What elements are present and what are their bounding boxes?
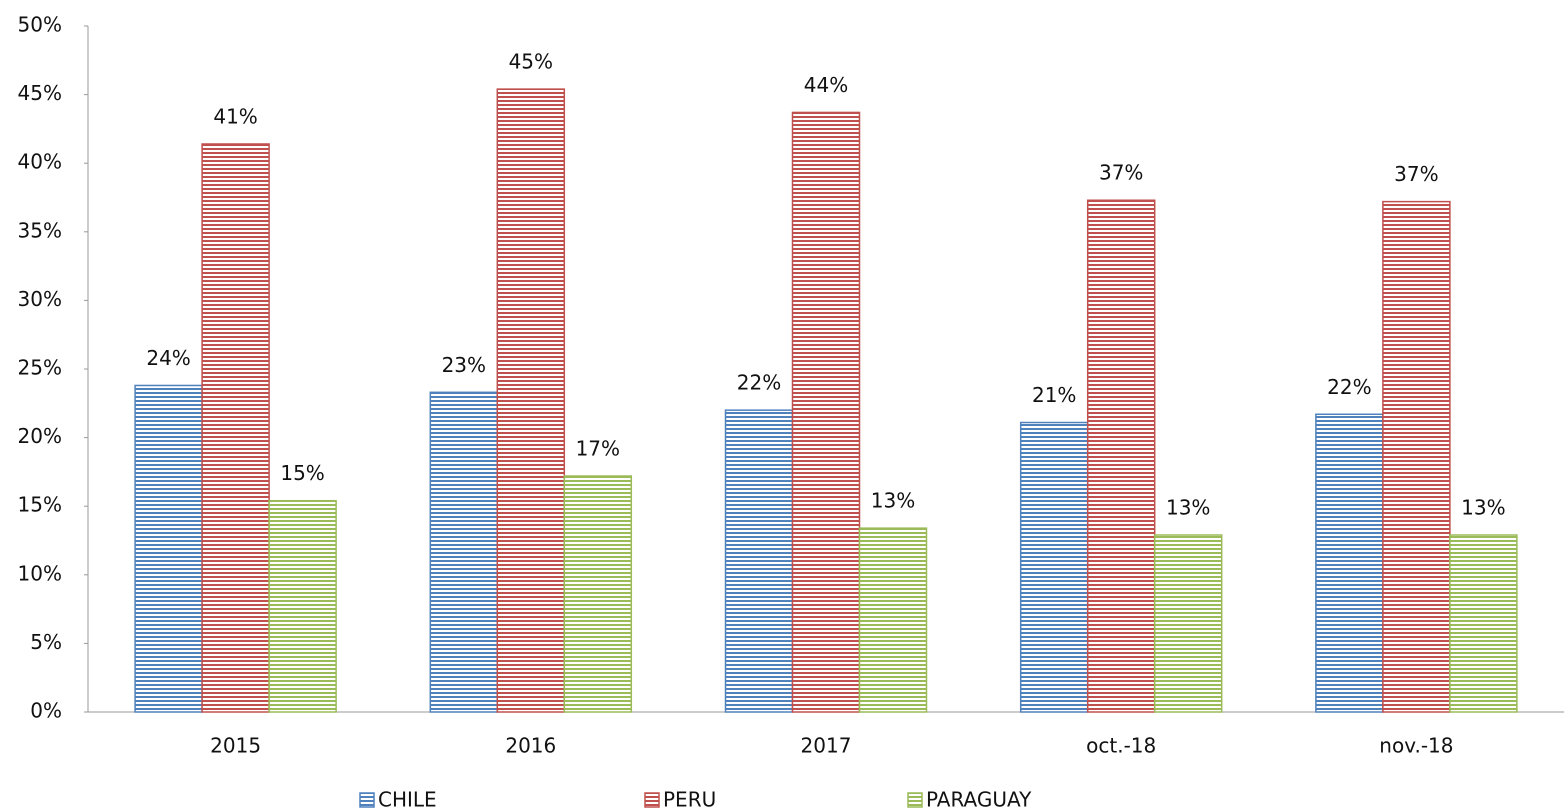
bar	[791, 111, 861, 713]
legend-swatch	[907, 792, 923, 808]
data-label: 24%	[146, 346, 190, 370]
data-label: 21%	[1032, 383, 1076, 407]
y-tick-label: 45%	[18, 81, 62, 105]
bar	[1086, 199, 1156, 713]
y-tick-label: 25%	[18, 356, 62, 380]
x-tick-label: 2015	[210, 734, 261, 758]
x-tick-label: oct.-18	[1086, 734, 1156, 758]
y-tick-label: 40%	[18, 150, 62, 174]
data-label: 22%	[737, 371, 781, 395]
x-tick-label: 2016	[505, 734, 556, 758]
y-tick-label: 50%	[18, 13, 62, 37]
data-label: 22%	[1327, 375, 1371, 399]
data-label: 15%	[280, 461, 324, 485]
data-label: 23%	[442, 353, 486, 377]
bar	[134, 384, 203, 713]
data-label: 45%	[509, 50, 553, 74]
y-tick-label: 10%	[18, 561, 62, 585]
y-tick-label: 5%	[30, 630, 62, 654]
y-tick-label: 15%	[18, 493, 62, 517]
x-tick-label: 2017	[801, 734, 852, 758]
bar	[858, 527, 928, 713]
bar	[201, 143, 270, 713]
data-label: 13%	[1461, 496, 1505, 520]
legend-label: CHILE	[378, 788, 437, 812]
data-label: 37%	[1099, 161, 1143, 185]
bar	[1019, 421, 1089, 713]
bar	[268, 499, 337, 713]
legend-swatch	[359, 792, 375, 808]
bar	[1315, 413, 1384, 713]
bar	[429, 391, 499, 713]
bar	[1382, 200, 1451, 713]
y-tick-label: 20%	[18, 424, 62, 448]
bar	[1153, 534, 1223, 713]
legend-label: PARAGUAY	[926, 788, 1032, 812]
legend-label: PERU	[663, 788, 716, 812]
data-label: 41%	[213, 104, 257, 128]
data-label: 44%	[804, 73, 848, 97]
y-tick-label: 35%	[18, 218, 62, 242]
x-tick-label: nov.-18	[1379, 734, 1453, 758]
bar	[1449, 534, 1518, 713]
data-label: 13%	[871, 489, 915, 513]
data-label: 13%	[1166, 496, 1210, 520]
data-label: 17%	[576, 437, 620, 461]
y-tick-label: 30%	[18, 287, 62, 311]
legend-swatch	[644, 792, 660, 808]
data-label: 37%	[1394, 162, 1438, 186]
bar	[496, 88, 566, 713]
bar	[563, 475, 633, 713]
bar	[724, 409, 794, 713]
y-tick-label: 0%	[30, 699, 62, 723]
